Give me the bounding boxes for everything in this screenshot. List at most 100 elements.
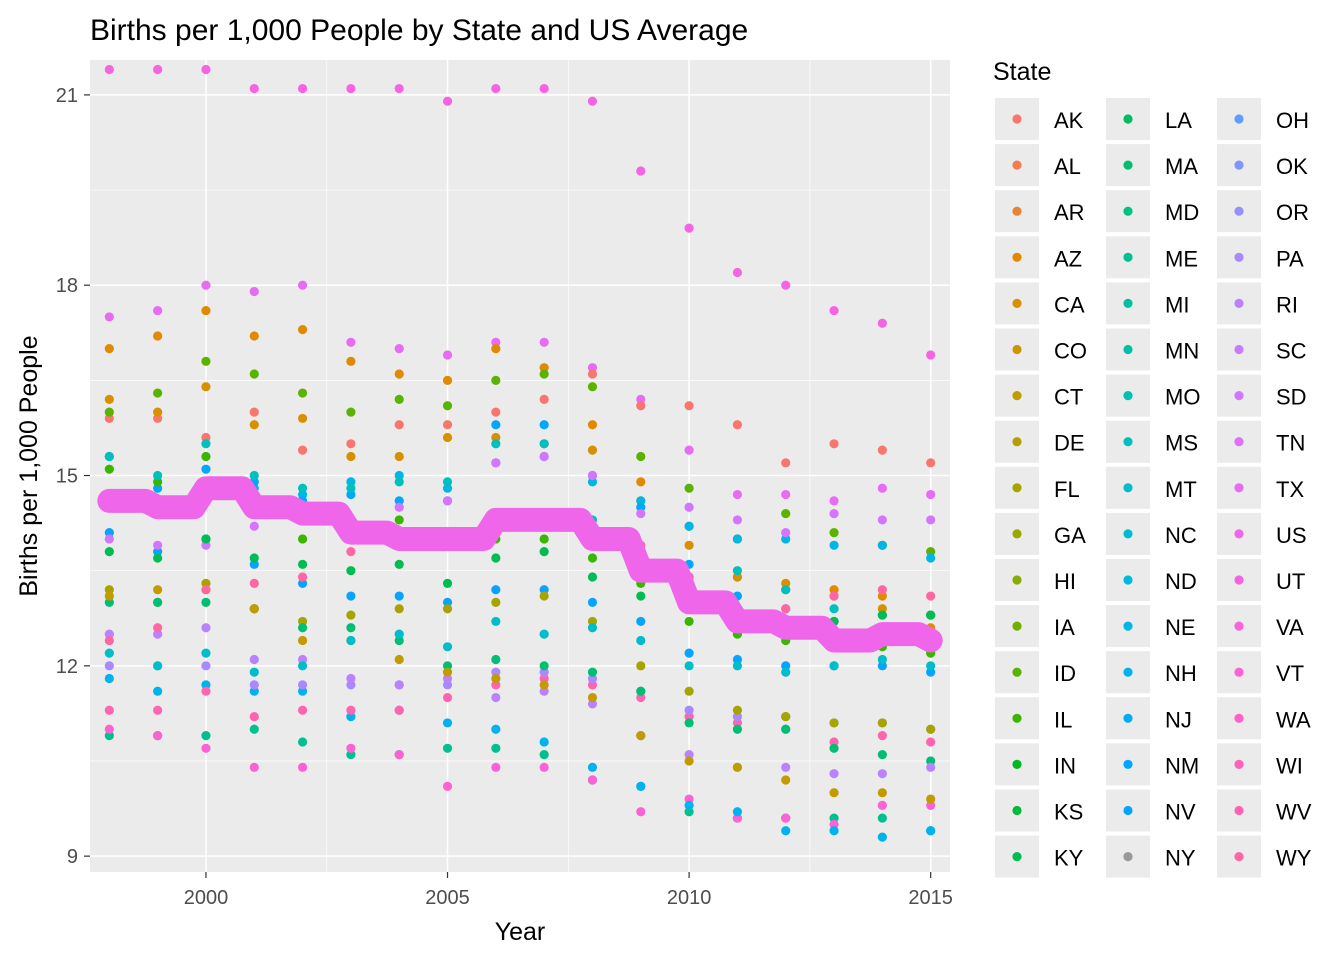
data-point-me <box>346 750 356 760</box>
legend-swatch <box>1012 529 1022 539</box>
data-point-vt <box>442 781 453 791</box>
data-point-ut <box>926 350 936 360</box>
data-point-az <box>249 331 259 341</box>
legend-swatch <box>1123 298 1133 308</box>
legend-label-ky: KY <box>1054 846 1084 871</box>
data-point-il <box>587 553 598 563</box>
data-point-sd <box>636 508 646 519</box>
y-tick-label: 21 <box>56 85 78 107</box>
data-point-az <box>394 369 404 379</box>
data-point-id <box>491 375 501 385</box>
y-tick-label: 18 <box>56 275 78 297</box>
data-point-ak <box>491 407 501 417</box>
legend-swatch <box>1123 391 1133 401</box>
data-point-sd <box>684 502 694 512</box>
data-point-ak <box>346 439 356 449</box>
data-point-nh <box>684 800 694 810</box>
data-point-ri <box>297 654 308 665</box>
data-point-mt <box>104 648 114 658</box>
data-point-ak <box>539 394 549 404</box>
data-point-ms <box>153 470 163 481</box>
data-point-ky <box>249 553 259 563</box>
data-point-wv <box>104 705 114 715</box>
legend-swatch <box>1012 437 1022 447</box>
data-point-id <box>153 388 163 398</box>
data-point-sd <box>732 515 743 525</box>
data-point-tx <box>346 337 356 347</box>
data-point-vt <box>346 743 356 753</box>
legend-label-md: MD <box>1165 200 1199 225</box>
data-point-id <box>201 356 211 366</box>
legend-swatch <box>1012 667 1022 677</box>
data-point-pa <box>587 673 598 684</box>
data-point-nh <box>732 807 743 817</box>
data-point-nm <box>636 502 646 512</box>
data-point-ri <box>781 762 791 772</box>
legend-label-sd: SD <box>1276 385 1307 410</box>
y-tick-label: 15 <box>56 466 78 488</box>
data-point-pa <box>539 667 549 677</box>
data-point-fl <box>926 724 936 734</box>
data-point-ct <box>684 756 694 766</box>
data-point-ca <box>153 407 163 417</box>
legend-label-oh: OH <box>1276 108 1309 133</box>
data-point-wy <box>104 635 114 646</box>
data-point-ms <box>491 439 501 449</box>
data-point-ca <box>104 394 114 404</box>
legend-label-az: AZ <box>1054 246 1082 271</box>
legend-swatch <box>1123 529 1133 539</box>
us-average-line <box>97 476 943 653</box>
data-point-nh <box>442 718 453 728</box>
data-point-ct <box>636 731 646 741</box>
data-point-ca <box>684 540 694 550</box>
data-point-wv <box>346 705 356 715</box>
data-point-ri <box>249 654 259 665</box>
data-point-ut <box>781 280 791 290</box>
data-point-ut <box>442 96 453 106</box>
data-point-ny <box>442 597 453 607</box>
legend-label-ma: MA <box>1165 154 1198 179</box>
data-point-ne <box>587 477 598 487</box>
data-point-az <box>104 344 114 354</box>
data-point-ut <box>539 83 549 94</box>
data-point-ma <box>587 667 598 677</box>
data-point-id <box>587 382 598 392</box>
legend-swatch <box>1234 529 1244 539</box>
data-point-az <box>636 477 646 487</box>
legend-swatch <box>1012 298 1022 308</box>
data-point-ne <box>684 521 694 531</box>
data-point-ut <box>587 96 598 106</box>
data-point-ny <box>539 585 549 595</box>
data-point-id <box>781 508 791 519</box>
data-point-ms <box>539 439 549 449</box>
data-point-ct <box>926 794 936 804</box>
data-point-az <box>346 356 356 366</box>
legend-label-al: AL <box>1054 154 1081 179</box>
legend-swatch <box>1012 391 1022 401</box>
data-point-mt <box>491 616 501 627</box>
legend-label-va: VA <box>1276 615 1304 640</box>
data-point-ri <box>491 692 501 703</box>
data-point-ct <box>153 585 163 595</box>
legend-swatch <box>1012 575 1022 585</box>
data-point-mt <box>636 635 646 646</box>
data-point-il <box>394 515 404 525</box>
data-point-ky <box>394 559 404 569</box>
data-point-nh <box>249 686 259 696</box>
data-point-il <box>153 477 163 487</box>
data-point-ma <box>781 724 791 734</box>
data-point-pa <box>297 680 308 690</box>
legend-swatch <box>1234 252 1244 262</box>
data-point-ca <box>346 451 356 462</box>
data-point-vt <box>153 731 163 741</box>
legend-swatch <box>1123 483 1133 493</box>
data-point-wv <box>249 711 259 722</box>
data-point-ri <box>104 629 114 639</box>
data-point-fl <box>539 591 549 601</box>
data-point-ky <box>491 553 501 563</box>
legend-swatch <box>1012 713 1022 723</box>
legend-label-id: ID <box>1054 661 1076 686</box>
legend-label-ks: KS <box>1054 800 1083 825</box>
data-point-sd <box>781 528 791 538</box>
data-point-wy <box>781 604 791 614</box>
